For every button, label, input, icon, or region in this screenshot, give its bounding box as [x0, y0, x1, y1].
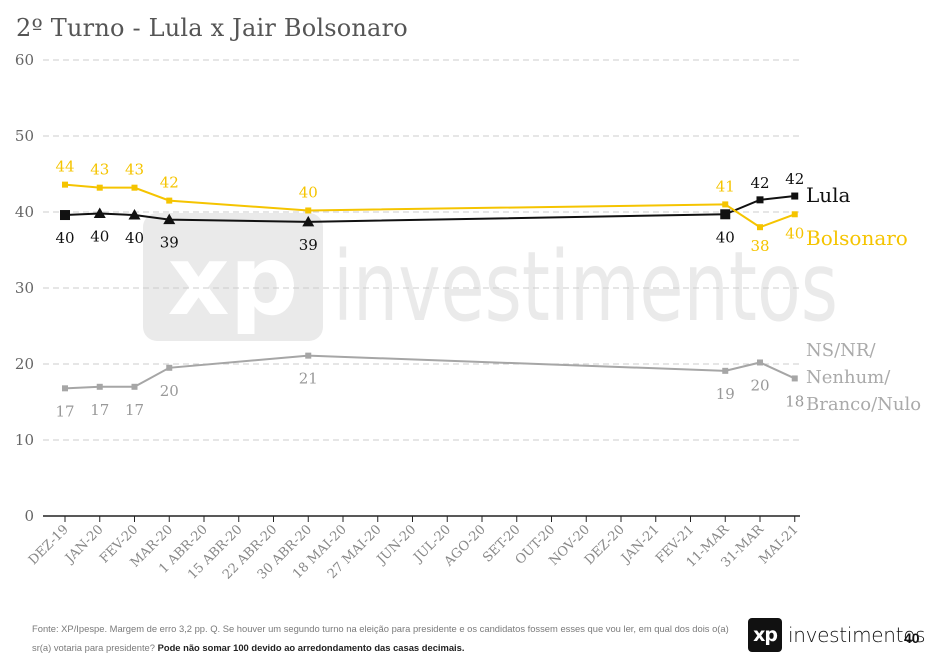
data-point: [791, 211, 798, 218]
data-label: 20: [160, 382, 179, 400]
data-label: 42: [750, 174, 769, 192]
watermark-logo: xp investimentos: [143, 213, 838, 343]
data-label: 44: [55, 158, 74, 176]
data-label: 42: [160, 174, 179, 192]
xp-logo: xp investimentos: [748, 618, 926, 652]
data-label: 39: [160, 234, 179, 252]
data-label: 43: [125, 161, 144, 179]
footer-source-text: Fonte: XP/Ipespe. Margem de erro 3,2 pp.…: [32, 623, 729, 653]
data-point: [62, 181, 68, 188]
data-label: 40: [55, 229, 74, 247]
data-point: [305, 352, 312, 359]
data-label: 17: [90, 401, 109, 419]
page-title: 2º Turno - Lula x Jair Bolsonaro: [16, 14, 408, 42]
y-tick-label: 0: [24, 507, 34, 525]
legend-ns-nr-line: Branco/Nulo: [806, 394, 921, 415]
watermark-logo-mark: xp: [168, 225, 299, 337]
data-point: [722, 367, 729, 374]
xp-logo-mark: xp: [748, 618, 782, 652]
series-line: [64, 183, 796, 229]
data-label: 17: [125, 401, 144, 419]
data-point: [791, 375, 798, 382]
x-tick-label: DEZ-19: [26, 522, 72, 568]
y-tick-label: 40: [15, 203, 34, 221]
data-point: [166, 197, 173, 204]
data-label: 40: [90, 228, 109, 246]
data-point: [96, 184, 103, 191]
data-point: [756, 196, 764, 204]
page-number: 40: [904, 630, 920, 646]
legend-ns-nr-line: Nenhum/: [806, 367, 891, 388]
data-label: 17: [55, 402, 74, 420]
legend-bolsonaro: Bolsonaro: [806, 226, 908, 250]
data-label: 41: [716, 177, 735, 195]
watermark-logo-word: investimentos: [333, 231, 838, 343]
data-label: 40: [299, 183, 318, 201]
footer-note: Fonte: XP/Ipespe. Margem de erro 3,2 pp.…: [32, 619, 732, 657]
y-tick-label: 10: [15, 431, 34, 449]
x-tick-label: JAN-21: [617, 522, 662, 567]
data-label: 40: [785, 224, 804, 242]
data-label: 40: [125, 229, 144, 247]
footer-bold-note: Pode não somar 100 devido ao arredondame…: [157, 642, 465, 653]
data-point: [722, 201, 729, 208]
x-tick-label: JAN-20: [61, 522, 106, 567]
data-point: [96, 383, 103, 390]
data-label: 18: [785, 392, 804, 410]
series-lula: 40 40 40 39 39 40 42 42: [55, 170, 804, 254]
data-label: 38: [750, 237, 769, 255]
series-bolsonaro: 44 43 43 42 40 41 38 40: [55, 158, 804, 256]
data-point: [131, 184, 138, 191]
data-point: [791, 192, 799, 200]
data-point: [720, 209, 731, 220]
data-point: [62, 385, 68, 392]
series-ns-nr: 17 17 17 20 21 19 20 18: [55, 352, 804, 420]
data-point: [163, 213, 176, 225]
data-point: [757, 359, 763, 366]
data-label: 20: [750, 376, 769, 394]
data-label: 42: [785, 170, 804, 188]
data-point: [93, 207, 106, 219]
x-tick-label: MAI-21: [756, 522, 801, 567]
y-tick-label: 60: [15, 51, 34, 69]
data-point: [302, 215, 315, 227]
data-point: [131, 383, 138, 390]
xp-logo-word: investimentos: [788, 623, 926, 647]
series-line: [64, 195, 795, 223]
data-point: [305, 207, 312, 214]
data-point: [60, 210, 70, 221]
data-label: 40: [716, 228, 735, 246]
y-tick-label: 50: [15, 127, 34, 145]
data-label: 43: [90, 161, 109, 179]
y-tick-label: 30: [15, 279, 34, 297]
watermark-logo-box: [143, 213, 323, 341]
y-tick-label: 20: [15, 355, 34, 373]
data-point: [757, 224, 763, 231]
data-point: [128, 209, 141, 220]
data-label: 19: [716, 385, 735, 403]
data-label: 21: [299, 370, 318, 388]
series-line: [64, 354, 796, 390]
data-point: [166, 364, 173, 371]
legend-ns-nr-line: NS/NR/: [806, 340, 876, 361]
legend-lula: Lula: [806, 183, 851, 207]
data-label: 39: [299, 236, 318, 254]
